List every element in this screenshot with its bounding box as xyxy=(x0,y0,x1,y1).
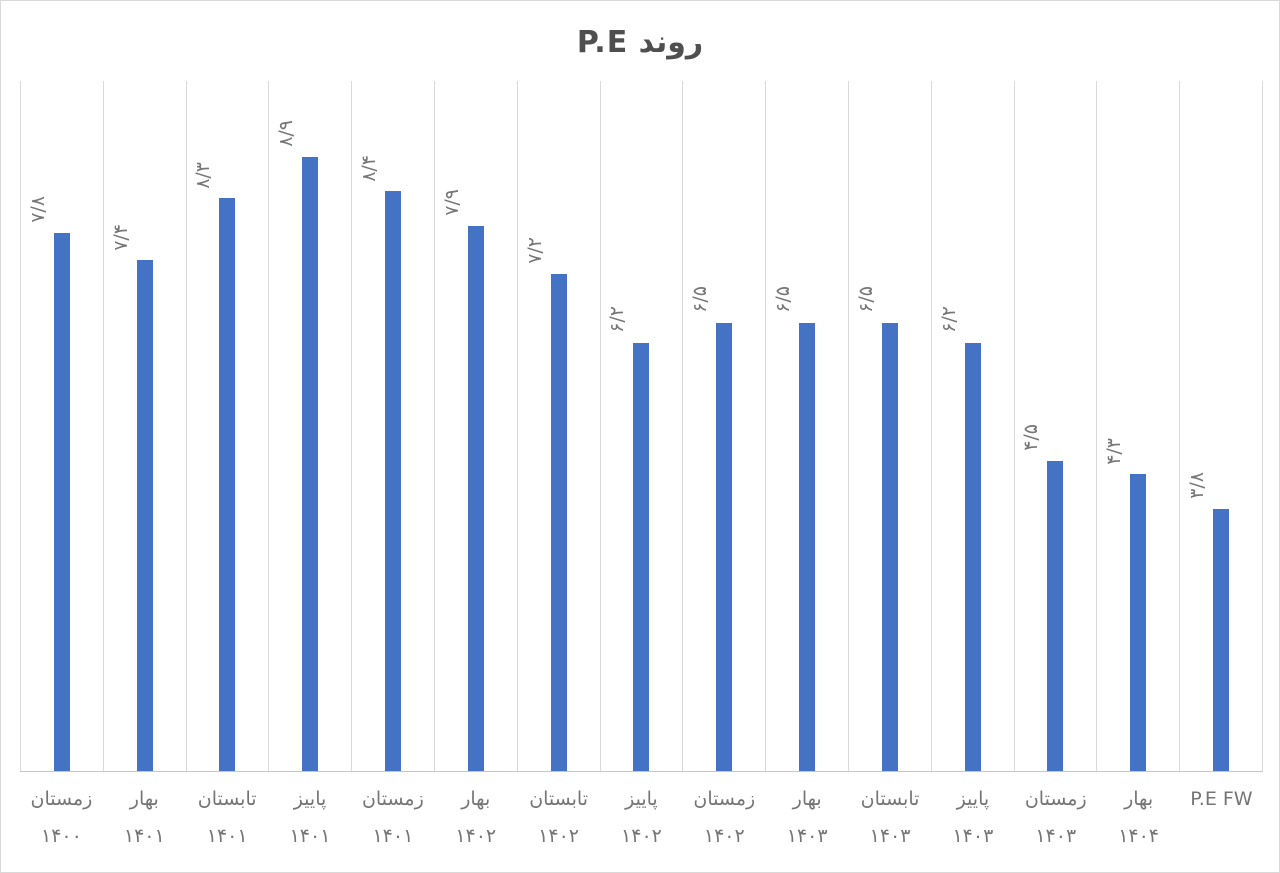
bar-value-label: ۳/۸ xyxy=(1186,472,1209,499)
season-label: تابستان xyxy=(860,788,920,810)
category-column: ۶/۲ xyxy=(930,81,1014,771)
x-category-label: بهار ۱۴۰۲ xyxy=(434,772,517,872)
category-column: ۳/۸ xyxy=(1179,81,1262,771)
bar-value-label: ۸/۳ xyxy=(192,161,215,189)
bar xyxy=(385,191,402,771)
year-label: ۱۴۰۳ xyxy=(1035,825,1077,847)
year-label: ۱۴۰۲ xyxy=(703,825,745,847)
season-label: پاییز xyxy=(956,788,990,810)
x-category-label: بهار ۱۴۰۴ xyxy=(1097,772,1180,872)
bar-value-label: ۶/۲ xyxy=(606,306,629,334)
bar-value-label: ۴/۵ xyxy=(1020,423,1043,451)
bar-value-label: ۶/۵ xyxy=(772,285,795,313)
category-column: ۷/۹ xyxy=(433,81,517,771)
year-label: ۱۴۰۱ xyxy=(289,825,331,847)
category-column: ۶/۵ xyxy=(847,81,931,771)
category-column: ۷/۲ xyxy=(516,81,600,771)
bar-value-label: ۶/۵ xyxy=(689,285,712,313)
x-category-label: پاییز ۱۴۰۲ xyxy=(600,772,683,872)
bar xyxy=(881,322,898,771)
x-category-label: زمستان ۱۴۰۳ xyxy=(1014,772,1097,872)
x-category-label: بهار ۱۴۰۳ xyxy=(766,772,849,872)
year-label: ۱۴۰۰ xyxy=(41,825,82,847)
season-label: P.E FW xyxy=(1190,788,1253,810)
season-label: بهار xyxy=(461,788,491,810)
x-category-label: تابستان ۱۴۰۲ xyxy=(517,772,600,872)
season-label: زمستان xyxy=(1024,788,1087,810)
category-column: ۶/۲ xyxy=(599,81,683,771)
bar xyxy=(136,260,153,771)
bar xyxy=(633,343,650,771)
bar xyxy=(53,232,70,771)
bar-value-label: ۸/۴ xyxy=(358,154,381,182)
chart-title: روند P.E xyxy=(576,25,704,60)
bar-value-label: ۸/۹ xyxy=(275,120,298,147)
season-label: زمستان xyxy=(361,788,424,810)
x-category-label: زمستان ۱۴۰۰ xyxy=(20,772,103,872)
bar-value-label: ۷/۹ xyxy=(441,189,464,216)
category-column: ۸/۳ xyxy=(185,81,269,771)
x-category-label: زمستان ۱۴۰۱ xyxy=(351,772,434,872)
bar xyxy=(1047,460,1064,771)
bar xyxy=(1130,474,1147,771)
x-category-label: پاییز ۱۴۰۱ xyxy=(269,772,352,872)
category-column: ۶/۵ xyxy=(682,81,765,771)
x-category-label: تابستان ۱۴۰۳ xyxy=(849,772,932,872)
bar xyxy=(219,198,236,771)
year-label: ۱۴۰۱ xyxy=(372,825,414,847)
season-label: تابستان xyxy=(197,788,257,810)
season-label: بهار xyxy=(792,788,822,810)
x-axis-labels: زمستان ۱۴۰۰ بهار ۱۴۰۱ تابستان ۱۴۰۱ پاییز ۱۴۰۱ زم… xyxy=(20,772,1263,872)
bar-value-label: ۴/۳ xyxy=(1103,437,1126,465)
plot-area: ۷/۸ ۷/۴ ۸/۳ ۸/۹ ۸/۴ ۷/۹ ۷/۲ ۶/۲ ۶/۵ ۶/۵ ۶/۵ ۶/۲ ۴/۵ ۴… xyxy=(20,81,1263,772)
category-column: ۴/۵ xyxy=(1013,81,1097,771)
year-label: ۱۴۰۴ xyxy=(1118,825,1160,847)
category-column: ۶/۵ xyxy=(765,81,848,771)
year-label: ۱۴۰۲ xyxy=(455,825,497,847)
category-column: ۸/۹ xyxy=(268,81,351,771)
bar xyxy=(1213,508,1230,771)
bar xyxy=(302,156,319,771)
season-label: زمستان xyxy=(30,788,93,810)
bar xyxy=(550,274,567,771)
x-category-label: تابستان ۱۴۰۱ xyxy=(186,772,269,872)
bar-value-label: ۶/۵ xyxy=(855,285,878,313)
bar xyxy=(964,343,981,771)
year-label: ۱۴۰۱ xyxy=(123,825,165,847)
season-label: پاییز xyxy=(293,788,327,810)
category-column: ۷/۸ xyxy=(20,81,103,771)
year-label: ۱۴۰۲ xyxy=(538,825,579,847)
bar xyxy=(799,322,816,771)
season-label: بهار xyxy=(129,788,159,810)
year-label: ۱۴۰۲ xyxy=(621,825,662,847)
year-label: ۱۴۰۱ xyxy=(206,825,248,847)
x-category-label: P.E FW xyxy=(1180,772,1263,872)
bar xyxy=(716,322,733,771)
year-label: ۱۴۰۳ xyxy=(869,825,911,847)
year-label: ۱۴۰۳ xyxy=(952,825,994,847)
season-label: تابستان xyxy=(529,788,588,810)
season-label: بهار xyxy=(1124,788,1154,810)
x-category-label: پاییز ۱۴۰۳ xyxy=(931,772,1014,872)
x-category-label: زمستان ۱۴۰۲ xyxy=(683,772,766,872)
bar xyxy=(467,225,484,771)
x-category-label: بهار ۱۴۰۱ xyxy=(103,772,186,872)
category-column: ۸/۴ xyxy=(351,81,434,771)
season-label: زمستان xyxy=(693,788,756,810)
category-column: ۷/۴ xyxy=(102,81,186,771)
season-label: پاییز xyxy=(625,788,658,810)
bar-value-label: ۷/۸ xyxy=(27,196,50,223)
category-column: ۴/۳ xyxy=(1096,81,1179,771)
bar-value-label: ۷/۲ xyxy=(523,237,546,265)
bar-value-label: ۶/۲ xyxy=(937,306,960,334)
bar-value-label: ۷/۴ xyxy=(109,223,132,251)
year-label: ۱۴۰۳ xyxy=(786,825,828,847)
